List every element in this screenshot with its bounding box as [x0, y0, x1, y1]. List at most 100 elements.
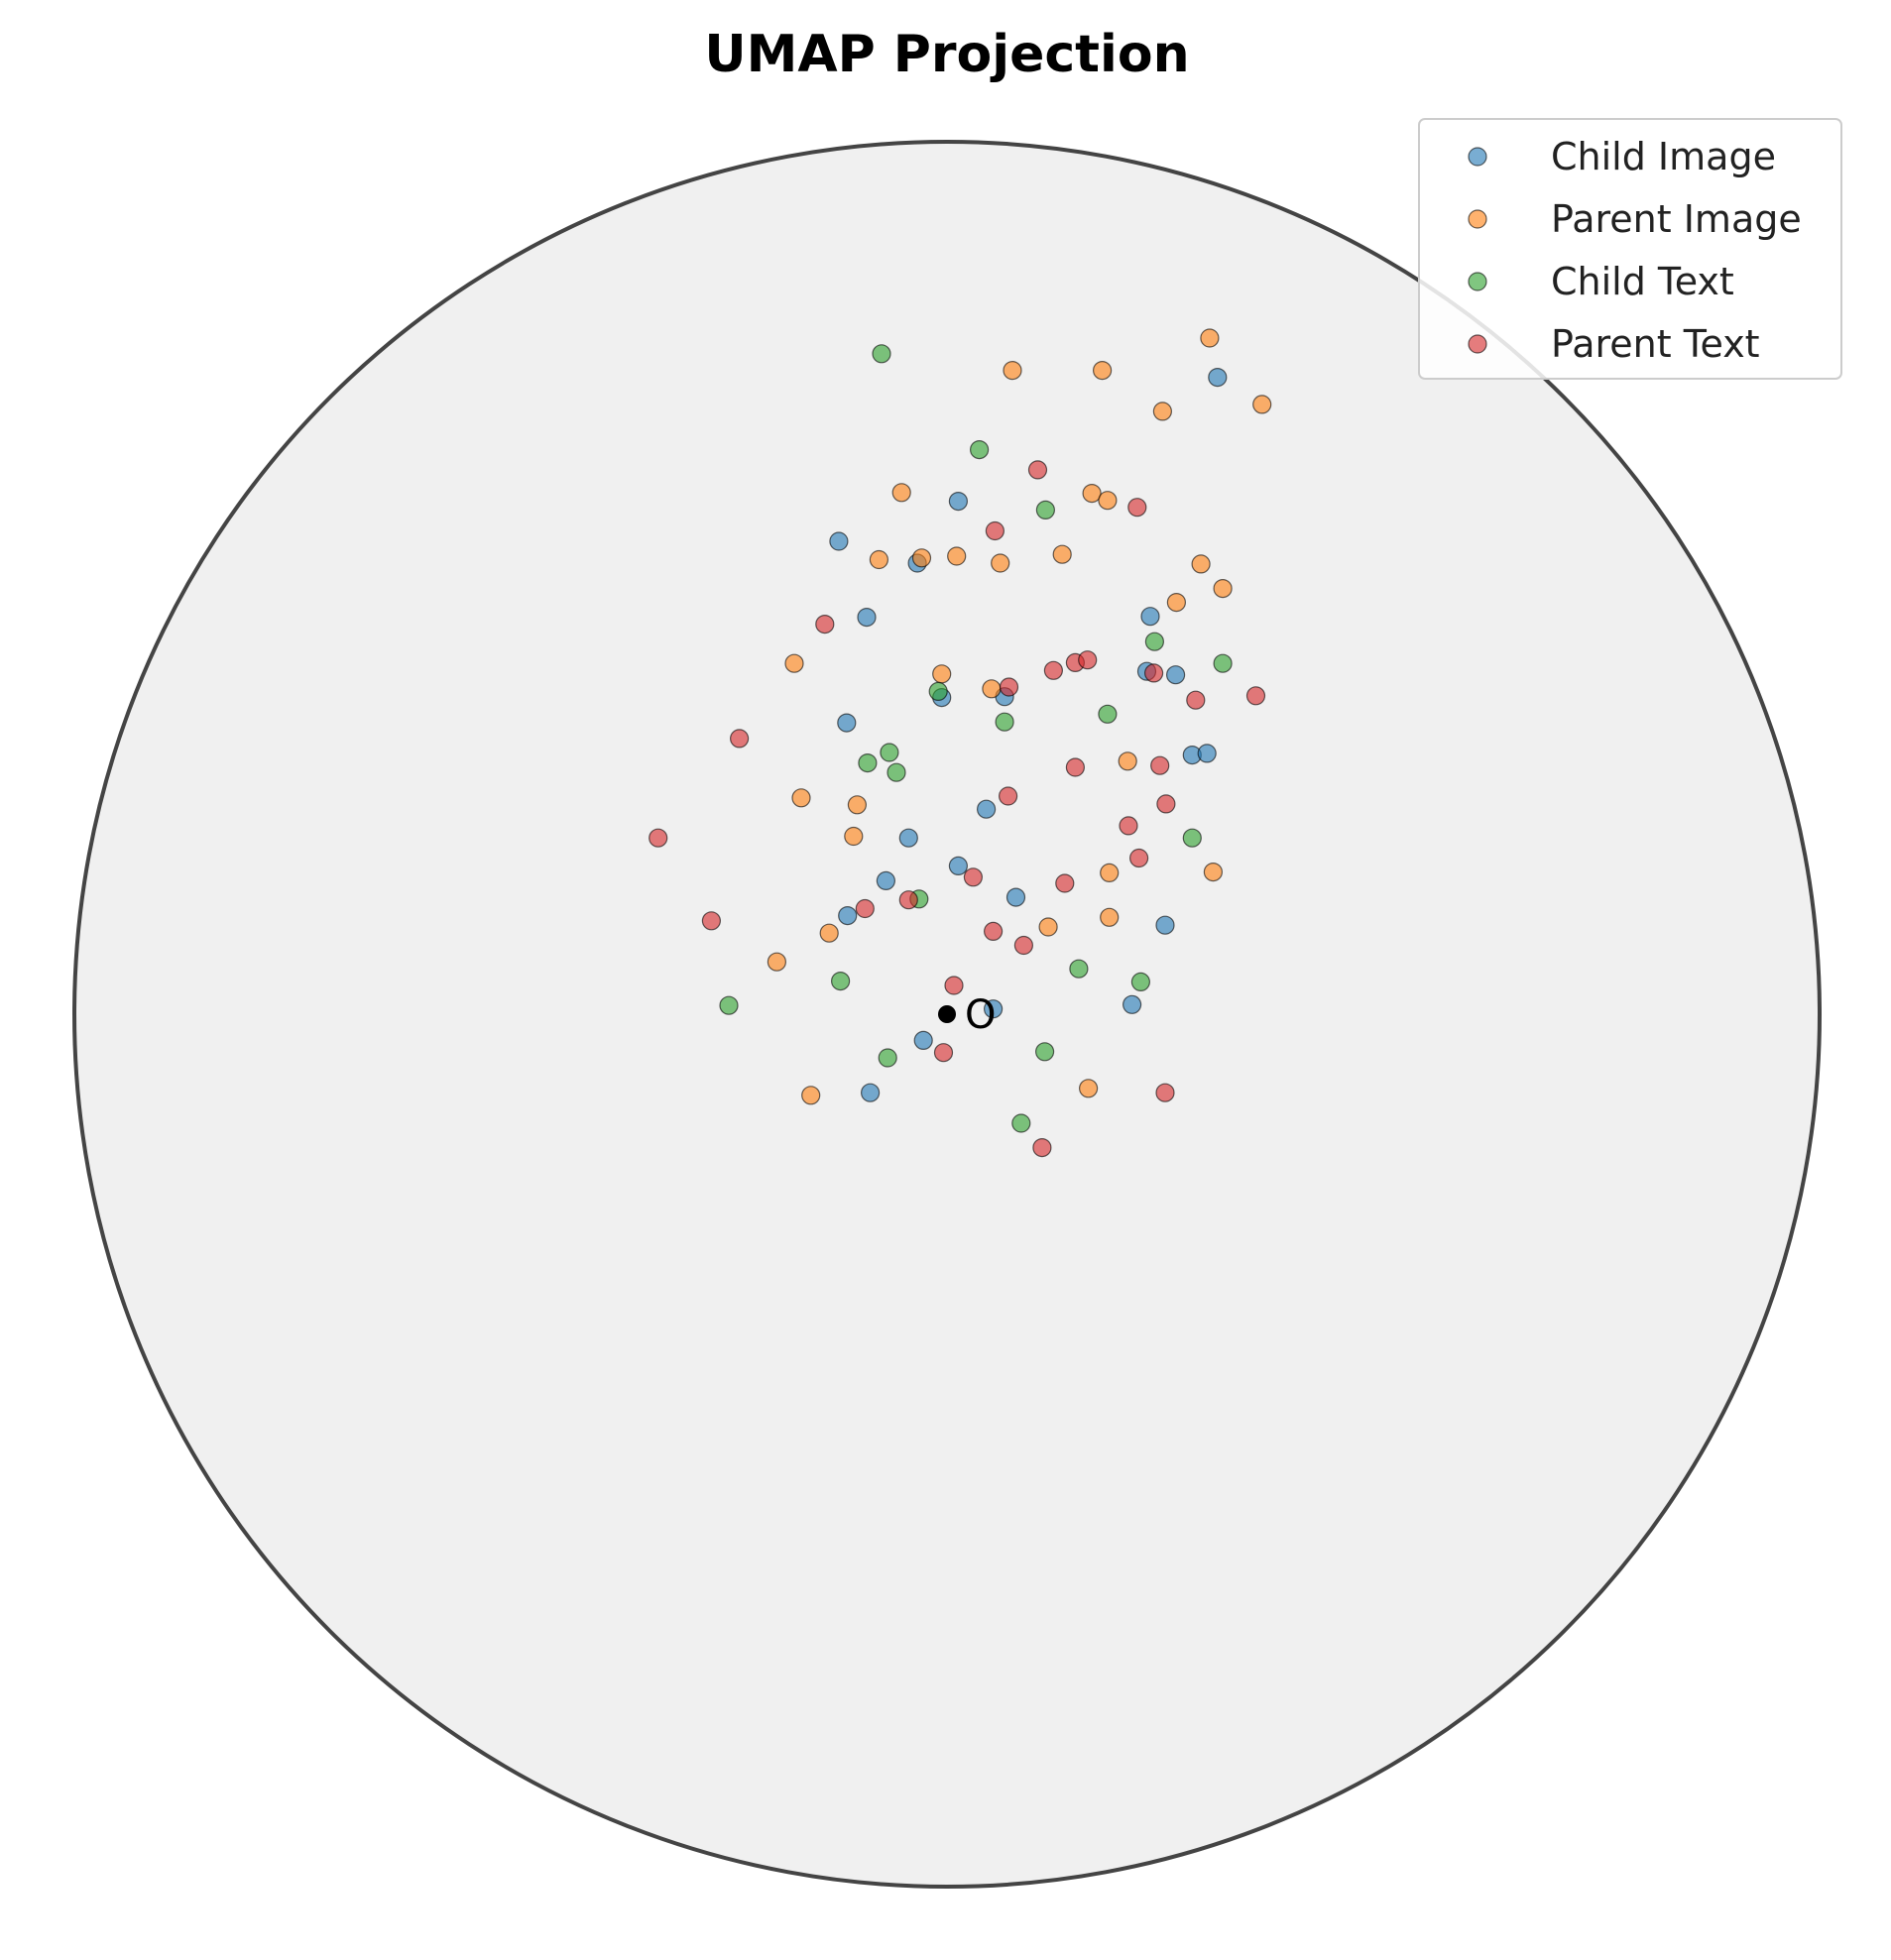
data-point-parent-text	[1078, 650, 1098, 670]
data-point-parent-text	[1245, 686, 1266, 706]
legend-label-parent-text: Parent Text	[1551, 322, 1760, 366]
data-point-parent-text	[1127, 498, 1147, 518]
data-point-parent-image	[1078, 1079, 1099, 1098]
data-point-parent-text	[998, 786, 1018, 806]
data-point-child-image	[1165, 665, 1186, 685]
data-point-parent-image	[891, 483, 911, 503]
data-point-parent-text	[999, 677, 1019, 697]
data-point-child-text	[928, 681, 948, 702]
data-point-child-text	[1213, 653, 1233, 673]
data-point-child-image	[1140, 607, 1160, 627]
data-point-parent-text	[1156, 794, 1176, 814]
data-point-parent-image	[991, 553, 1010, 573]
data-point-child-text	[995, 712, 1014, 732]
data-point-child-image	[838, 905, 858, 926]
data-point-child-image	[948, 856, 969, 876]
data-point-parent-image	[911, 548, 932, 568]
data-point-child-text	[1011, 1113, 1031, 1133]
origin-marker	[938, 1005, 956, 1023]
data-point-parent-image	[801, 1086, 821, 1105]
data-point-parent-text	[983, 921, 1004, 942]
data-point-child-text	[719, 995, 739, 1015]
data-point-parent-image	[1082, 484, 1102, 504]
data-point-child-image	[898, 828, 918, 848]
data-point-child-image	[913, 1030, 933, 1051]
data-point-parent-text	[815, 614, 835, 634]
data-point-child-text	[1144, 632, 1165, 651]
data-point-parent-image	[1098, 491, 1118, 511]
data-point-child-text	[1034, 1042, 1055, 1062]
data-point-parent-image	[819, 923, 839, 943]
legend-marker-child-image	[1468, 147, 1487, 167]
data-point-child-image	[837, 713, 857, 733]
data-point-parent-image	[1038, 917, 1058, 937]
data-point-parent-text	[1150, 755, 1170, 775]
data-point-parent-text	[855, 898, 875, 919]
data-point-parent-text	[649, 828, 668, 848]
chart-title: UMAP Projection	[704, 25, 1189, 84]
data-point-parent-text	[1128, 848, 1149, 868]
data-point-parent-text	[963, 867, 984, 887]
data-point-parent-image	[847, 795, 868, 815]
data-point-child-text	[872, 344, 891, 364]
data-point-child-text	[1069, 959, 1089, 979]
origin-label: O	[965, 992, 996, 1038]
data-point-parent-text	[1013, 935, 1034, 956]
data-point-parent-text	[1155, 1083, 1175, 1102]
data-point-parent-text	[1027, 460, 1048, 480]
data-point-parent-image	[767, 952, 787, 972]
data-point-child-image	[983, 999, 1004, 1019]
data-point-child-image	[860, 1083, 881, 1102]
data-point-parent-image	[1152, 402, 1173, 421]
data-point-parent-image	[791, 788, 811, 808]
data-point-child-image	[1005, 887, 1026, 907]
legend-label-child-image: Child Image	[1551, 135, 1776, 178]
data-point-parent-image	[1200, 328, 1220, 348]
data-point-parent-image	[1100, 907, 1120, 927]
data-point-parent-text	[1143, 663, 1164, 683]
data-point-parent-text	[898, 890, 918, 910]
data-point-parent-text	[1119, 816, 1138, 836]
data-point-parent-image	[1213, 578, 1233, 599]
data-point-parent-image	[1003, 361, 1022, 381]
data-point-child-text	[969, 440, 990, 460]
data-point-child-text	[858, 752, 878, 773]
data-point-child-image	[1155, 915, 1175, 935]
data-point-parent-image	[1252, 395, 1272, 414]
data-point-child-image	[948, 492, 969, 512]
data-point-child-image	[1122, 994, 1142, 1014]
data-point-parent-image	[1092, 361, 1113, 381]
data-point-parent-text	[1065, 757, 1086, 777]
legend-label-parent-image: Parent Image	[1551, 197, 1802, 241]
legend-label-child-text: Child Text	[1551, 260, 1734, 303]
data-point-child-text	[878, 1048, 897, 1068]
data-point-child-image	[876, 870, 896, 891]
legend-marker-child-text	[1468, 272, 1487, 291]
data-point-parent-image	[1191, 554, 1211, 574]
data-point-parent-text	[933, 1043, 954, 1063]
data-point-parent-image	[1203, 862, 1224, 882]
data-point-child-text	[1182, 828, 1202, 848]
data-point-parent-text	[985, 520, 1005, 541]
legend-marker-parent-image	[1468, 209, 1487, 229]
data-point-child-text	[886, 762, 906, 782]
legend: Child Image Parent Image Child Text Parent …	[1418, 118, 1842, 380]
data-point-parent-image	[784, 653, 804, 673]
legend-marker-parent-text	[1468, 334, 1487, 354]
data-point-parent-image	[1100, 863, 1120, 883]
data-point-parent-image	[1166, 592, 1187, 613]
data-point-parent-text	[729, 729, 750, 749]
data-point-parent-image	[1118, 751, 1137, 771]
data-point-parent-image	[1052, 544, 1072, 564]
data-point-parent-text	[1186, 690, 1206, 710]
data-point-child-image	[976, 799, 997, 819]
data-point-parent-image	[869, 549, 889, 570]
data-point-child-image	[1208, 368, 1228, 388]
data-point-child-image	[829, 531, 849, 551]
data-point-child-text	[1130, 972, 1151, 992]
data-point-child-image	[1197, 744, 1217, 763]
data-point-parent-image	[932, 664, 952, 684]
data-point-parent-image	[982, 679, 1002, 699]
data-point-parent-text	[701, 911, 722, 931]
